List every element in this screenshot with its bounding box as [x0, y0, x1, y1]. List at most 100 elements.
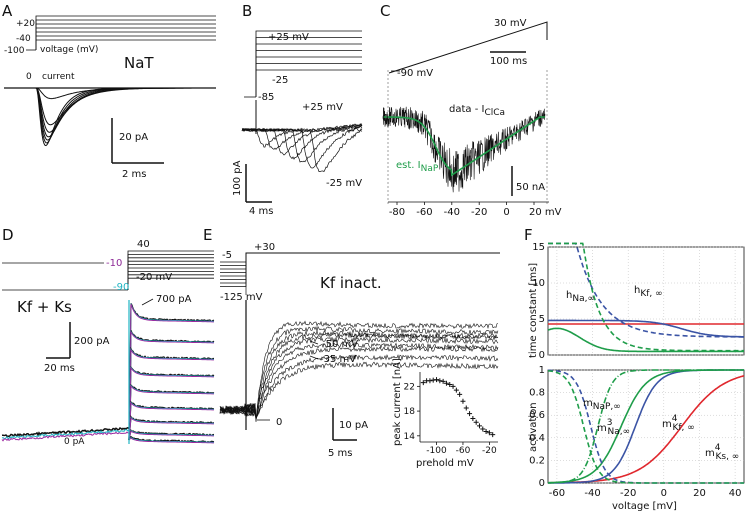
panel-d-scale-x-label: 20 ms — [44, 363, 75, 374]
e-step-line — [220, 252, 500, 277]
f-ytick-label: 0 — [539, 478, 545, 489]
d-step-trace — [128, 348, 214, 441]
f-mkf-curve — [548, 369, 744, 484]
panel-f: F 15 10 5 0 1 0.8 0.6 0.4 0.2 0 -60 -40 -20 0 20 40 ti… — [524, 226, 745, 511]
c-tick-label: -40 — [444, 207, 460, 218]
d-step-trace — [128, 366, 214, 441]
d-step-trace — [128, 437, 214, 444]
panel-a-voltage-label: voltage (mV) — [40, 45, 98, 55]
d-step-trace — [128, 401, 214, 441]
panel-d-v-mid: -10 — [106, 258, 122, 269]
panel-e-title: Kf inact. — [320, 274, 382, 292]
panel-a-scale-x-label: 2 ms — [122, 169, 147, 180]
c-tick-label: 0 — [503, 207, 509, 218]
f-ytick-label: 0.8 — [529, 388, 545, 399]
panel-a-v-hold: -100 — [4, 46, 25, 56]
d-step-trace — [128, 384, 214, 441]
panel-a-zero: 0 — [26, 72, 32, 82]
panel-c: C 30 mV -90 mV 100 ms 0 data - IClCa est… — [380, 2, 562, 218]
panel-e-trace-b: -35 mV — [320, 354, 356, 365]
panel-c-trace-label: data - IClCa — [449, 104, 505, 118]
d-step-trace — [128, 366, 214, 441]
c-tick-label: 20 mV — [529, 207, 562, 218]
f-ytick-label: 15 — [532, 242, 545, 253]
d-step-trace — [128, 346, 214, 441]
e-step-line — [220, 252, 500, 270]
f-ytick-label: 1 — [539, 365, 545, 376]
panel-b-voltage-steps — [244, 30, 362, 98]
inset-xtick-label: -20 — [482, 446, 497, 456]
d-step-line — [127, 250, 214, 290]
panel-c-time-scale: 100 ms — [490, 56, 527, 67]
e-current-trace — [220, 336, 499, 419]
panel-a-current-traces — [4, 87, 216, 147]
panel-e-v-test: +30 — [254, 242, 275, 253]
inset-point — [450, 383, 456, 389]
inset-point — [470, 416, 476, 422]
f-ytick-label: 10 — [532, 278, 545, 289]
inset-point — [473, 419, 479, 425]
panel-b-current-traces — [241, 100, 363, 172]
d-step-trace — [128, 303, 215, 441]
panel-b: B +25 mV -25 -85 +25 mV -25 mV 100 pA 4 … — [232, 2, 363, 217]
panel-d-v-top: 40 — [137, 239, 150, 250]
panel-c-est-label: est. INaP — [396, 160, 439, 174]
d-pre-trace — [1, 429, 130, 440]
panel-a-title: NaT — [124, 54, 154, 72]
panel-f-bottom-ylabel: activation — [528, 402, 539, 452]
panel-e-scale-y-label: 10 pA — [339, 420, 368, 431]
d-step-trace — [128, 365, 215, 441]
panel-f-label-mkf: m4 Kf, ∞ — [662, 414, 695, 433]
f-ytick-label: 0.6 — [529, 410, 545, 421]
panel-d-zero: 0 pA — [64, 437, 85, 447]
panel-d-v-low: -20 mV — [136, 272, 172, 283]
panel-b-letter: B — [242, 2, 252, 20]
e-current-trace — [219, 361, 499, 420]
f-tau-hkf-curve — [548, 242, 744, 338]
panel-f-label-hkf: hKf, ∞ — [634, 285, 663, 299]
panel-b-scale-y-label: 100 pA — [232, 160, 243, 196]
panel-e-voltage-steps — [220, 252, 500, 295]
inset-point — [420, 380, 426, 386]
inset-ticks: 22 18 14 -100 -60 -20 — [404, 382, 497, 456]
panel-c-letter: C — [380, 2, 390, 20]
c-tick-label: -20 — [471, 207, 487, 218]
d-step-trace — [128, 304, 214, 441]
panel-c-ramp-bottom: -90 mV — [397, 68, 433, 79]
panel-a-v-top: +20 — [16, 19, 35, 29]
d-step-trace — [128, 329, 214, 441]
panel-e-current-traces — [219, 300, 499, 430]
d-step-trace — [128, 385, 214, 441]
panel-f-label-mks: m4 Ks, ∞ — [705, 443, 739, 462]
d-step-trace — [128, 437, 214, 443]
c-tick-label: -60 — [416, 207, 432, 218]
panel-f-xlabel: voltage [mV] — [612, 501, 677, 511]
e-current-trace — [219, 341, 499, 420]
panel-a-voltage-steps — [26, 15, 216, 51]
inset-ytick-label: 22 — [404, 382, 415, 392]
b-step-line — [255, 43, 362, 97]
inset-point — [427, 378, 433, 384]
panel-f-label-mna: m3 Na,∞ — [597, 418, 630, 437]
panel-e-arrow-b — [309, 355, 319, 360]
inset-point — [447, 382, 453, 388]
b-step-line — [255, 69, 362, 97]
e-step-line — [220, 252, 500, 263]
panel-f-letter: F — [524, 226, 533, 244]
e-step-line — [220, 252, 500, 273]
inset-point — [480, 426, 486, 432]
d-step-trace — [128, 348, 214, 441]
panel-d-current-traces — [1, 300, 215, 444]
e-current-trace — [219, 320, 499, 423]
a-current-trace — [35, 87, 216, 133]
f-tau-hna-curve — [548, 242, 744, 352]
b-current-trace — [241, 122, 363, 163]
f-mnap-curve — [548, 369, 744, 484]
panel-a-v-bottom: -40 — [16, 34, 31, 44]
panel-e: E -5 +30 -125 mV Kf inact. -50 mV -35 mV… — [203, 226, 500, 469]
f-ytick-label: 0 — [539, 350, 545, 361]
panel-d-title: Kf + Ks — [17, 298, 72, 316]
d-step-trace — [128, 414, 214, 441]
panel-e-trace-a: -50 mV — [322, 339, 358, 350]
